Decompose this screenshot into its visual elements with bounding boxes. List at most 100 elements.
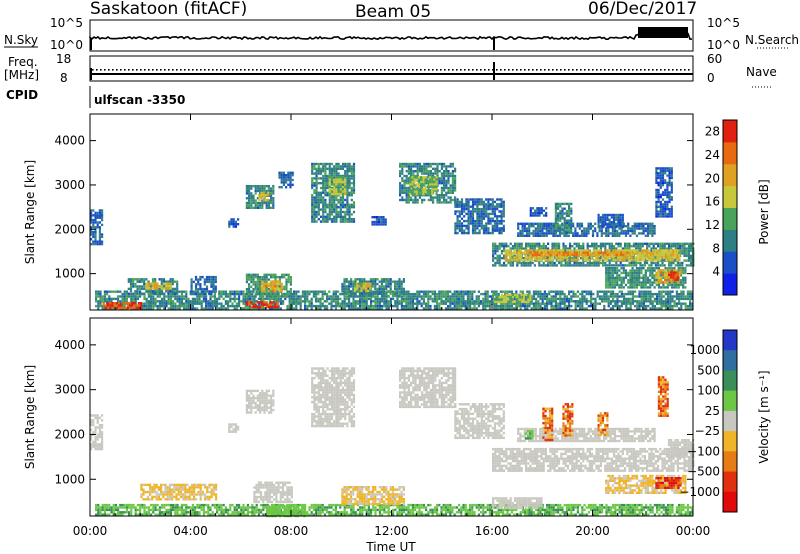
heatmap-cell	[411, 295, 414, 298]
heatmap-cell	[424, 185, 427, 189]
heatmap-cell	[465, 198, 468, 201]
heatmap-cell	[498, 247, 501, 250]
heatmap-cell	[152, 307, 155, 310]
heatmap-cell	[438, 307, 441, 310]
heatmap-cell	[670, 245, 673, 248]
heatmap-cell	[324, 208, 327, 211]
heatmap-cell	[200, 302, 203, 305]
heatmap-cell	[112, 290, 115, 293]
nave-dot	[612, 69, 614, 71]
heatmap-cell	[344, 198, 347, 202]
heatmap-cell	[285, 186, 288, 189]
heatmap-cell	[205, 287, 209, 291]
heatmap-cell	[412, 170, 415, 173]
heatmap-cell	[627, 297, 630, 301]
heatmap-cell	[422, 176, 425, 179]
heatmap-cell	[493, 215, 497, 218]
heatmap-cell	[288, 307, 291, 310]
heatmap-cell	[680, 290, 683, 293]
heatmap-cell	[259, 278, 262, 281]
heatmap-cell	[557, 297, 560, 301]
heatmap-cell	[372, 304, 375, 308]
heatmap-cell	[634, 295, 637, 298]
heatmap-cell	[213, 295, 216, 298]
heatmap-cell	[99, 302, 102, 305]
heatmap-cell	[405, 304, 408, 308]
heatmap-cell	[394, 300, 397, 303]
heatmap-cell	[431, 188, 434, 191]
heatmap-cell	[328, 198, 331, 202]
heatmap-cell	[222, 290, 225, 293]
heatmap-cell	[685, 242, 688, 245]
heatmap-cell	[210, 292, 213, 296]
heatmap-cell	[442, 300, 445, 303]
heatmap-cell	[471, 292, 474, 296]
heatmap-cell	[602, 242, 605, 245]
heatmap-cell	[616, 249, 619, 252]
nave-dot	[604, 69, 606, 71]
heatmap-cell	[537, 304, 540, 308]
heatmap-cell	[121, 292, 124, 296]
heatmap-cell	[272, 199, 275, 202]
heatmap-cell	[254, 288, 257, 291]
heatmap-cell	[609, 295, 612, 298]
heatmap-cell	[411, 292, 414, 296]
heatmap-cell	[333, 170, 336, 173]
heatmap-cell	[640, 302, 643, 305]
heatmap-cell	[210, 283, 213, 286]
heatmap-cell	[650, 264, 653, 267]
heatmap-cell	[94, 242, 97, 246]
heatmap-cell	[254, 199, 257, 202]
heatmap-cell	[650, 247, 653, 250]
heatmap-cell	[356, 302, 359, 305]
heatmap-cell	[341, 203, 345, 206]
heatmap-cell	[346, 162, 349, 166]
heatmap-cell	[347, 287, 350, 291]
heatmap-cell	[317, 307, 320, 310]
heatmap-cell	[337, 210, 340, 214]
heatmap-cell	[372, 290, 375, 293]
heatmap-cell	[222, 307, 225, 310]
heatmap-cell	[346, 191, 349, 194]
heatmap-cell	[361, 294, 364, 298]
heatmap-cell	[554, 304, 557, 308]
heatmap-cell	[348, 302, 351, 305]
heatmap-cell	[248, 194, 251, 197]
heatmap-cell	[416, 165, 419, 168]
heatmap-cell	[359, 307, 362, 310]
heatmap-cell	[317, 182, 320, 185]
heatmap-cell	[233, 300, 236, 303]
heatmap-cell	[403, 304, 406, 308]
heatmap-cell	[313, 184, 316, 187]
heatmap-cell	[260, 297, 263, 301]
heatmap-cell	[569, 261, 572, 265]
heatmap-cell	[678, 295, 681, 298]
heatmap-cell	[667, 258, 670, 262]
heatmap-cell	[133, 304, 136, 307]
heatmap-cell	[207, 307, 210, 310]
heatmap-cell	[172, 304, 175, 308]
heatmap-cell	[387, 300, 390, 303]
heatmap-cell	[553, 242, 556, 245]
heatmap-cell	[564, 254, 567, 257]
heatmap-cell	[528, 290, 531, 293]
heatmap-cell	[248, 295, 251, 298]
heatmap-cell	[432, 201, 435, 204]
heatmap-cell	[570, 295, 573, 298]
heatmap-cell	[451, 300, 454, 303]
heatmap-cell	[99, 304, 102, 308]
heatmap-cell	[475, 297, 478, 301]
heatmap-cell	[629, 300, 632, 303]
heatmap-cell	[101, 240, 104, 243]
heatmap-cell	[599, 257, 602, 260]
heatmap-cell	[403, 179, 406, 182]
heatmap-cell	[352, 189, 356, 192]
heatmap-cell	[250, 194, 253, 197]
heatmap-cell	[111, 302, 114, 305]
heatmap-cell	[154, 297, 157, 301]
heatmap-cell	[289, 183, 292, 186]
heatmap-cell	[440, 177, 443, 180]
heatmap-cell	[551, 261, 554, 265]
heatmap-cell	[467, 207, 470, 211]
heatmap-cell	[339, 192, 342, 196]
